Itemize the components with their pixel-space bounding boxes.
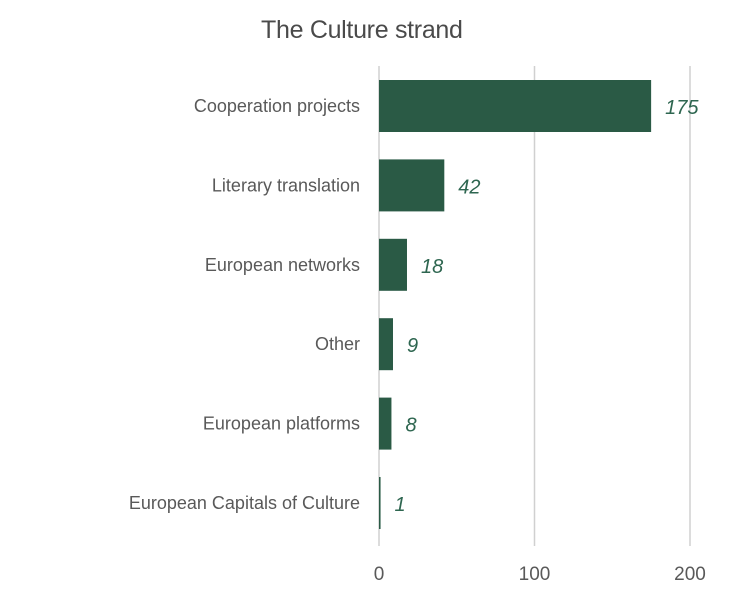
- bar: [379, 80, 652, 132]
- bar: [379, 238, 407, 291]
- bar: [379, 397, 392, 450]
- data-label: 18: [421, 256, 443, 278]
- data-label: 8: [405, 415, 416, 437]
- category-label: European platforms: [203, 414, 360, 434]
- x-tick-label: 100: [519, 564, 551, 585]
- bar: [379, 159, 445, 212]
- data-label: 175: [665, 97, 699, 119]
- data-label: 9: [407, 335, 418, 357]
- category-label: Cooperation projects: [194, 96, 360, 116]
- category-label: Literary translation: [212, 175, 360, 195]
- category-label: European Capitals of Culture: [129, 493, 360, 513]
- bar: [379, 318, 393, 371]
- data-label: 1: [395, 494, 406, 516]
- category-label: European networks: [205, 255, 360, 275]
- chart-title: The Culture strand: [261, 16, 463, 44]
- x-tick-label: 200: [674, 564, 706, 585]
- x-tick-label: 0: [374, 564, 385, 585]
- bar: [379, 477, 381, 529]
- category-label: Other: [315, 334, 360, 354]
- data-label: 42: [458, 176, 480, 198]
